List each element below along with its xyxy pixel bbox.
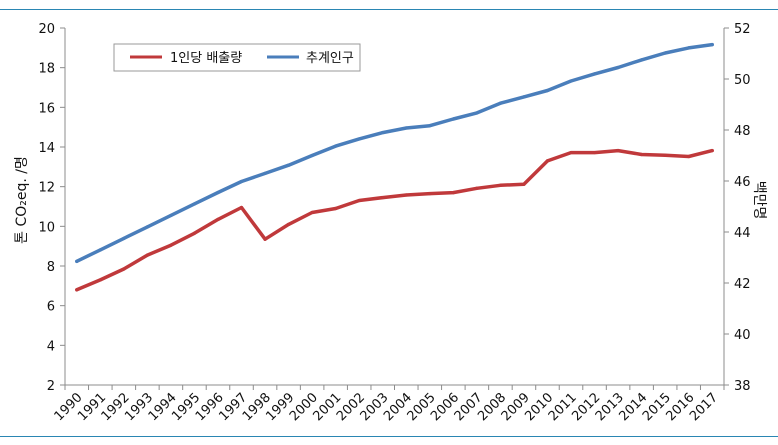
data-point-emissions-per-capita: [616, 148, 620, 153]
data-point-estimated-population: [98, 248, 102, 252]
legend: 1인당 배출량 추계인구: [113, 43, 361, 72]
right-axis-tick-label: 42: [734, 277, 751, 292]
series-line-emissions-per-capita: [75, 148, 714, 292]
left-axis-tick-label: 14: [38, 141, 55, 156]
data-point-estimated-population: [663, 51, 667, 55]
data-point-emissions-per-capita: [216, 217, 220, 221]
data-point-emissions-per-capita: [428, 192, 432, 196]
left-axis-tick-label: 16: [38, 101, 55, 116]
left-axis-tick-label: 6: [47, 300, 55, 315]
data-point-emissions-per-capita: [310, 210, 314, 215]
data-point-estimated-population: [263, 171, 267, 175]
data-point-estimated-population: [239, 179, 244, 184]
left-axis-tick-label: 10: [38, 220, 55, 235]
data-point-estimated-population: [169, 213, 173, 218]
data-point-emissions-per-capita: [522, 182, 526, 186]
data-point-estimated-population: [381, 130, 385, 135]
series-line-estimated-population: [75, 42, 714, 264]
right-axis-tick-label: 44: [734, 226, 751, 241]
data-point-emissions-per-capita: [122, 267, 126, 271]
data-point-estimated-population: [451, 117, 455, 121]
left-axis-tick-label: 20: [38, 22, 55, 37]
right-axis-tick-label: 40: [734, 328, 751, 343]
data-point-estimated-population: [592, 72, 597, 76]
left-axis-tick-label: 2: [47, 379, 55, 394]
data-point-emissions-per-capita: [592, 150, 597, 155]
data-point-emissions-per-capita: [192, 231, 197, 235]
data-point-emissions-per-capita: [263, 237, 267, 241]
data-point-emissions-per-capita: [687, 154, 691, 159]
data-point-emissions-per-capita: [545, 159, 550, 163]
left-axis-title: 톤 CO₂eq. /명: [14, 156, 30, 244]
data-point-emissions-per-capita: [663, 153, 667, 157]
left-axis-tick-label: 12: [38, 181, 55, 196]
data-point-estimated-population: [569, 79, 573, 83]
data-point-estimated-population: [710, 42, 714, 47]
data-point-estimated-population: [428, 124, 432, 128]
data-point-estimated-population: [616, 65, 620, 70]
data-point-estimated-population: [545, 88, 550, 93]
right-axis-tick-label: 50: [734, 73, 751, 88]
data-point-emissions-per-capita: [145, 253, 149, 257]
data-point-estimated-population: [522, 95, 526, 99]
data-point-estimated-population: [687, 46, 691, 50]
data-point-emissions-per-capita: [239, 205, 244, 210]
right-axis-title: 백만명: [751, 181, 767, 220]
top-rule: [0, 9, 778, 10]
data-point-emissions-per-capita: [381, 195, 385, 200]
left-axis-tick-label: 4: [47, 339, 55, 354]
data-point-estimated-population: [75, 259, 79, 263]
data-point-estimated-population: [192, 202, 197, 206]
right-axis-tick-label: 48: [734, 124, 751, 139]
data-point-estimated-population: [334, 144, 338, 148]
data-point-estimated-population: [640, 58, 644, 62]
data-point-estimated-population: [404, 126, 408, 130]
data-point-emissions-per-capita: [404, 193, 408, 197]
legend-label-population: 추계인구: [306, 51, 354, 66]
data-point-emissions-per-capita: [286, 222, 291, 226]
right-axis-tick-label: 38: [734, 379, 751, 394]
x-axis-tick-label: 2017: [687, 390, 721, 424]
left-axis-tick-label: 8: [47, 260, 55, 275]
data-point-emissions-per-capita: [98, 278, 102, 282]
data-point-emissions-per-capita: [75, 288, 79, 292]
right-axis-tick-label: 52: [734, 22, 751, 37]
data-point-estimated-population: [475, 111, 479, 115]
data-point-emissions-per-capita: [357, 198, 361, 203]
data-point-emissions-per-capita: [569, 150, 573, 155]
right-axis-tick-label: 46: [734, 175, 751, 190]
data-point-estimated-population: [286, 163, 291, 167]
left-axis-tick-label: 18: [38, 62, 55, 77]
data-point-emissions-per-capita: [169, 243, 173, 247]
data-point-emissions-per-capita: [334, 206, 338, 211]
data-point-emissions-per-capita: [640, 152, 644, 157]
legend-label-emissions: 1인당 배출량: [170, 51, 242, 66]
data-point-emissions-per-capita: [451, 191, 455, 195]
data-point-estimated-population: [310, 153, 314, 158]
data-point-emissions-per-capita: [498, 183, 503, 187]
data-point-estimated-population: [357, 137, 361, 141]
data-point-estimated-population: [122, 236, 126, 240]
data-point-estimated-population: [145, 225, 149, 229]
data-point-emissions-per-capita: [475, 186, 479, 190]
data-point-estimated-population: [216, 190, 220, 195]
data-point-estimated-population: [498, 101, 503, 105]
bottom-rule: [0, 436, 778, 437]
data-point-emissions-per-capita: [710, 148, 714, 153]
